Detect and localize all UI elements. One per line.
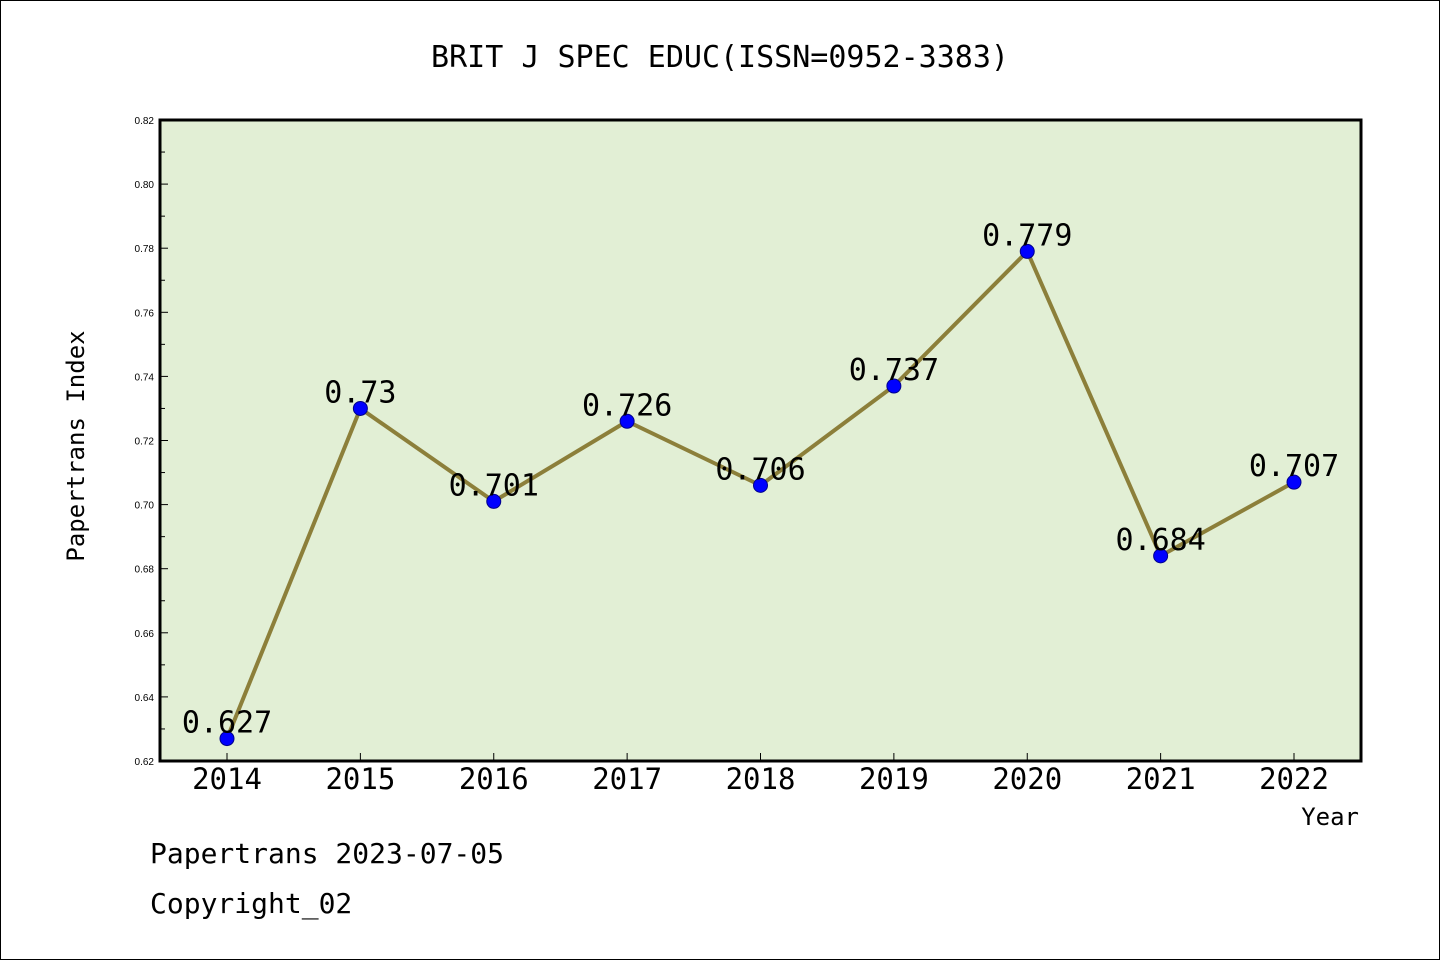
data-point: [1019, 243, 1035, 259]
footer-date: Papertrans 2023-07-05: [150, 837, 504, 870]
x-tick-label: 2022: [1259, 762, 1329, 796]
data-label: 0.73: [324, 375, 396, 410]
x-axis-label: Year: [1301, 803, 1359, 831]
data-label: 0.701: [449, 468, 539, 503]
data-label: 0.707: [1249, 449, 1339, 484]
y-tick-label: 0.82: [135, 116, 155, 127]
data-label: 0.627: [182, 706, 272, 741]
plot-border: [158, 118, 1363, 763]
series-line: [219, 243, 1302, 747]
x-tick-label: 2016: [459, 762, 529, 796]
x-axis: 2014 2015 2016 2017 2018 2019 2020 2021 2022: [192, 753, 1329, 796]
y-tick-label: 0.78: [135, 244, 155, 255]
data-label: 0.779: [982, 218, 1072, 253]
y-tick-label: 0.66: [135, 629, 155, 640]
data-point: [352, 400, 368, 416]
y-tick-label: 0.76: [135, 308, 155, 319]
data-label: 0.684: [1115, 523, 1205, 558]
y-tick-label: 0.80: [135, 180, 155, 191]
data-label: 0.726: [582, 388, 672, 423]
chart-title: BRIT J SPEC EDUC(ISSN=0952-3383): [431, 40, 1009, 75]
plot-area: [160, 120, 1361, 761]
data-label: 0.737: [849, 353, 939, 388]
y-tick-label: 0.62: [135, 757, 155, 768]
data-labels: 0.627 0.73 0.701 0.726 0.706 0.737 0.779 0.684 0…: [182, 218, 1339, 740]
x-tick-label: 2015: [325, 762, 395, 796]
data-point: [219, 731, 235, 747]
y-axis: 0.62 0.64 0.66 0.68 0.70 0.72 0.74 0.76 0.78 0.80…: [135, 116, 168, 768]
data-label: 0.706: [715, 452, 805, 487]
x-tick-label: 2019: [859, 762, 929, 796]
data-point: [1286, 474, 1302, 490]
data-point: [1153, 548, 1169, 564]
y-tick-label: 0.68: [135, 565, 155, 576]
x-tick-label: 2020: [992, 762, 1062, 796]
y-axis-label: Papertrans Index: [62, 330, 90, 561]
x-tick-label: 2014: [192, 762, 262, 796]
x-tick-label: 2018: [726, 762, 796, 796]
data-point: [753, 477, 768, 493]
x-tick-label: 2017: [592, 762, 662, 796]
y-tick-label: 0.70: [135, 501, 155, 512]
footer-copyright: Copyright_02: [150, 887, 352, 921]
data-point: [886, 378, 902, 394]
y-tick-label: 0.74: [135, 372, 155, 383]
y-tick-label: 0.64: [135, 693, 155, 704]
data-point: [619, 413, 635, 429]
y-tick-label: 0.72: [135, 437, 155, 448]
x-tick-label: 2021: [1126, 762, 1196, 796]
data-point: [486, 493, 502, 509]
